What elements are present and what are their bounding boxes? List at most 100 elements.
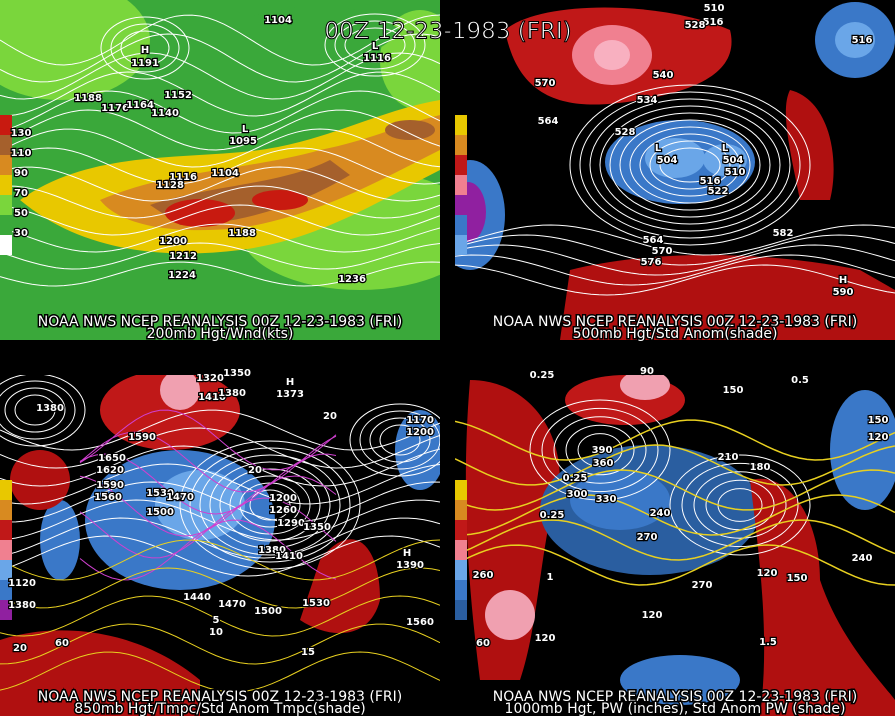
map-label: 1380 — [218, 388, 246, 399]
map-label: 576 — [641, 257, 662, 268]
map-label: 260 — [473, 570, 494, 581]
map-label: 570 — [535, 78, 556, 89]
colorbar-swatch — [0, 115, 12, 135]
shade — [620, 655, 740, 705]
shade — [0, 0, 150, 100]
map-label: 1236 — [338, 274, 366, 285]
contour — [579, 91, 801, 239]
map-label: 1260 — [269, 505, 297, 516]
contour — [455, 544, 895, 586]
map-label: 516 — [852, 35, 873, 46]
contour — [455, 264, 895, 296]
contour — [324, 13, 426, 77]
map-label: 1470 — [218, 599, 246, 610]
map-label: 516 — [703, 17, 724, 28]
panel-subtitle: 850mb Hgt/Tmpc/Std Anom Tmpc(shade) — [74, 701, 366, 716]
contour — [0, 499, 440, 541]
map-label: 270 — [637, 532, 658, 543]
contour — [79, 453, 337, 515]
contour — [455, 519, 895, 561]
shade — [620, 375, 670, 400]
panel-850mb — [0, 375, 440, 716]
colorbar-swatch — [0, 600, 12, 620]
contour — [0, 445, 440, 487]
contour — [589, 98, 791, 232]
contour — [455, 469, 895, 511]
map-label: 60 — [476, 638, 490, 649]
contour — [0, 185, 440, 219]
panel-1000mb — [455, 375, 895, 716]
contour — [0, 52, 440, 100]
main-title: 00Z 12-23-1983 (FRI) — [324, 19, 571, 45]
shade — [594, 40, 630, 70]
contour — [0, 567, 440, 609]
colorbar-label: 130 — [11, 128, 32, 139]
map-label: 330 — [596, 494, 617, 505]
colorbar-swatch — [0, 560, 12, 580]
contour — [0, 71, 440, 117]
contour — [0, 261, 440, 287]
map-label: 180 — [750, 462, 771, 473]
contour — [619, 119, 761, 211]
shade — [570, 470, 670, 530]
map-label: L — [242, 124, 249, 135]
map-label: 1104 — [264, 15, 292, 26]
contour — [0, 380, 76, 440]
colorbar-swatch — [0, 215, 12, 235]
map-label: L — [722, 143, 729, 154]
contour — [681, 462, 799, 548]
contour — [455, 224, 895, 256]
panel-subtitle: 500mb Hgt/Std Anom(shade) — [573, 326, 778, 342]
map-label: 1140 — [151, 108, 179, 119]
map-label: 504 — [657, 155, 678, 166]
contour — [189, 447, 351, 563]
map-label: 1170 — [406, 415, 434, 426]
colorbar-swatch — [455, 540, 467, 560]
contour — [0, 535, 440, 577]
map-label: 1116 — [363, 53, 391, 64]
map-label: 240 — [650, 508, 671, 519]
shade — [300, 539, 380, 634]
contour — [0, 623, 440, 665]
map-label: L — [655, 143, 662, 154]
contour — [659, 147, 721, 183]
contour — [0, 481, 440, 523]
map-label: 504 — [723, 155, 744, 166]
map-label: 15 — [301, 647, 315, 658]
map-label: 1590 — [128, 432, 156, 443]
map-label: 564 — [643, 235, 664, 246]
colorbar-swatch — [0, 500, 12, 520]
colorbar-swatch — [0, 195, 12, 215]
shade — [100, 375, 240, 450]
map-label: 1200 — [269, 493, 297, 504]
map-label: 590 — [833, 287, 854, 298]
map-label: 1128 — [156, 180, 184, 191]
map-label: 1200 — [406, 427, 434, 438]
colorbar-swatch — [455, 520, 467, 540]
contour — [565, 424, 635, 476]
shade — [830, 390, 895, 510]
contour — [334, 20, 416, 70]
colorbar-swatch — [0, 175, 12, 195]
contour — [629, 126, 751, 204]
colorbar-swatch — [0, 135, 12, 155]
contour — [0, 166, 440, 202]
map-label: 570 — [652, 246, 673, 257]
map-label: 1350 — [223, 368, 251, 379]
panel-500mb — [455, 2, 895, 340]
map-label: 534 — [637, 95, 658, 106]
contour — [219, 468, 321, 542]
contour — [79, 431, 337, 493]
contour — [79, 497, 337, 559]
contour — [4, 387, 66, 433]
contour — [369, 417, 431, 463]
contour — [455, 444, 895, 486]
map-label: 510 — [725, 167, 746, 178]
contour — [0, 14, 440, 66]
contour — [14, 394, 56, 426]
contour — [577, 433, 623, 467]
panel-subtitle: 200mb Hgt/Wnd(kts) — [147, 326, 294, 342]
colorbar-swatch — [0, 540, 12, 560]
map-label: 360 — [593, 458, 614, 469]
map-label: 1530 — [146, 488, 174, 499]
